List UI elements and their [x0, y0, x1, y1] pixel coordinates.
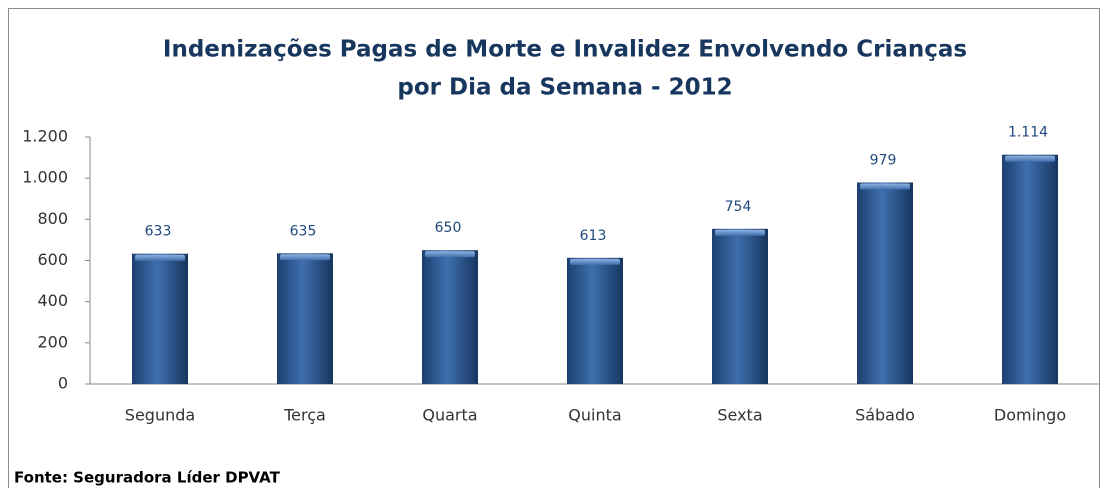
- x-tick-label: Quarta: [422, 406, 477, 425]
- chart-title: por Dia da Semana - 2012: [397, 75, 732, 101]
- y-tick-label: 0: [58, 374, 68, 393]
- x-tick-label: Sábado: [855, 406, 915, 425]
- bar: [1002, 154, 1058, 384]
- bar: [132, 253, 188, 384]
- value-label: 754: [725, 199, 752, 215]
- x-tick-label: Quinta: [568, 406, 621, 425]
- value-label: 1.114: [1008, 125, 1048, 141]
- bar: [857, 182, 913, 384]
- bar-cap: [135, 254, 185, 261]
- bar-cap: [860, 183, 910, 190]
- value-label: 635: [290, 223, 317, 239]
- y-tick-label: 1.000: [22, 168, 68, 187]
- frame: [8, 8, 1100, 488]
- bar: [567, 257, 623, 384]
- y-tick-label: 1.200: [22, 127, 68, 146]
- bar-cap: [1005, 155, 1055, 162]
- x-tick-label: Domingo: [994, 406, 1066, 425]
- bar: [712, 228, 768, 384]
- value-label: 979: [870, 152, 897, 168]
- value-label: 633: [145, 224, 172, 240]
- bar-cap: [715, 229, 765, 236]
- x-tick-label: Terça: [283, 406, 326, 425]
- y-tick-label: 400: [37, 291, 68, 310]
- x-tick-label: Segunda: [125, 406, 195, 425]
- y-tick-label: 600: [37, 250, 68, 269]
- bar: [422, 250, 478, 384]
- y-tick-label: 200: [37, 332, 68, 351]
- bar-cap: [425, 251, 475, 258]
- x-tick-label: Sexta: [717, 406, 762, 425]
- bar-cap: [280, 254, 330, 261]
- chart-title: Indenizações Pagas de Morte e Invalidez …: [163, 37, 967, 63]
- bar: [277, 253, 333, 384]
- bar-cap: [570, 258, 620, 265]
- value-label: 613: [580, 228, 607, 244]
- value-label: 650: [435, 220, 462, 236]
- source-note: Fonte: Seguradora Líder DPVAT: [14, 469, 281, 487]
- y-tick-label: 800: [37, 209, 68, 228]
